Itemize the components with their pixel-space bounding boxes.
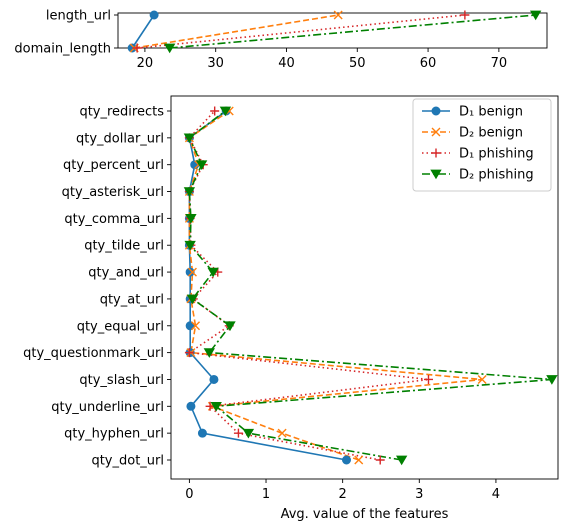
top-data-point-4 [529,10,542,21]
bottom-data-point-3 [233,428,243,438]
bottom-data-point-4 [195,160,208,170]
top-data-point-3 [460,10,470,20]
top-x-tick-label: 70 [491,56,508,71]
top-data-point-1 [149,10,159,20]
bottom-x-tick-label: 0 [185,487,193,502]
bottom-data-point-3 [423,374,433,384]
bottom-y-tick-label: qty_redirects [79,105,164,120]
top-data-point-4 [164,43,176,54]
bottom-data-point-1 [197,428,207,438]
bottom-y-tick-label: qty_asterisk_url [62,185,164,200]
bottom-data-point-3 [205,401,215,411]
legend-label: D₁ benign [459,105,523,120]
top-chart-panel: 20 30 40 50 60 70 domain_length length_url [14,9,548,71]
bottom-x-axis-title: Avg. value of the features [281,507,449,522]
bottom-y-tick-label: qty_questionmark_url [23,346,164,361]
top-x-tick-label: 30 [207,56,224,71]
legend-marker [431,106,441,116]
top-x-tick-label: 40 [278,56,295,71]
bottom-series-line-4 [188,110,552,461]
bottom-data-point-2 [187,267,197,277]
bottom-chart-panel: 0 1 2 3 4 qty_dot_url qty_hyphen_url qty_underl… [23,95,559,502]
top-series-line-1 [131,14,155,49]
bottom-data-point-2 [477,374,487,384]
bottom-y-tick-label: qty_equal_url [77,319,164,334]
bottom-y-tick-label: qty_dot_url [91,454,164,469]
bottom-y-tick-label: qty_hyphen_url [64,427,164,442]
bottom-y-tick-label: qty_comma_url [64,212,164,227]
bottom-data-point-4 [395,455,408,466]
bottom-plot-frame [170,95,559,480]
bottom-data-point-4 [183,133,196,144]
bottom-y-tick-label: qty_underline_url [51,400,164,415]
bottom-data-point-4 [186,294,199,305]
bottom-data-point-1 [341,455,351,465]
bottom-y-tick-label: qty_at_url [100,292,164,307]
legend-marker [430,169,442,180]
bottom-series-line-3 [187,110,429,461]
bottom-data-point-4 [184,240,196,251]
top-data-point-2 [333,10,343,20]
bottom-y-tick-label: qty_tilde_url [84,239,164,254]
bottom-data-point-3 [210,106,220,116]
top-series-line-3 [137,14,465,49]
bottom-y-tick-label: qty_percent_url [63,158,164,173]
bottom-data-point-3 [184,348,194,358]
legend-marker [431,127,441,137]
legend-box [412,98,552,192]
bottom-x-tick-label: 2 [339,487,347,502]
bottom-data-point-4 [210,401,222,412]
bottom-series-line-1 [188,110,347,461]
legend-marker [431,148,441,158]
top-data-point-3 [132,43,142,53]
bottom-data-point-2 [354,455,364,465]
top-y-tick-label: domain_length [14,42,111,57]
bottom-data-point-3 [375,455,385,465]
bottom-data-point-1 [209,374,219,384]
top-x-tick-label: 20 [137,56,154,71]
top-series-line-2 [134,14,339,49]
bottom-data-point-2 [191,321,201,331]
bottom-data-point-4 [203,348,215,358]
bottom-x-tick-label: 3 [415,487,423,502]
bottom-data-point-4 [224,321,236,332]
bottom-x-tick-label: 1 [262,487,270,502]
bottom-data-point-4 [546,375,558,385]
bottom-data-point-4 [242,428,255,439]
bottom-data-point-1 [185,321,195,331]
legend-label: D₂ phishing [459,168,534,183]
top-x-tick-label: 60 [420,56,437,71]
bottom-x-tick-label: 4 [492,487,500,502]
legend: D₁ benign D₂ benign D₁ phishing D₂ phishing [412,98,552,192]
bottom-data-point-4 [219,106,232,117]
bottom-data-point-2 [277,428,287,438]
legend-label: D₂ benign [459,126,523,141]
bottom-data-point-4 [183,187,196,197]
bottom-data-point-1 [186,401,196,411]
bottom-data-point-4 [185,214,197,224]
bottom-y-tick-label: qty_dollar_url [76,131,164,146]
legend-label: D₁ phishing [459,147,534,162]
top-series-line-4 [169,14,536,49]
bottom-data-point-1 [185,267,195,277]
bottom-data-point-4 [207,267,219,278]
bottom-y-tick-label: qty_slash_url [79,373,164,388]
top-x-tick-label: 50 [349,56,366,71]
top-y-tick-label: length_url [46,9,111,24]
top-plot-frame [117,12,548,49]
bottom-series-line-2 [188,110,483,461]
bottom-y-tick-label: qty_and_url [88,266,164,281]
